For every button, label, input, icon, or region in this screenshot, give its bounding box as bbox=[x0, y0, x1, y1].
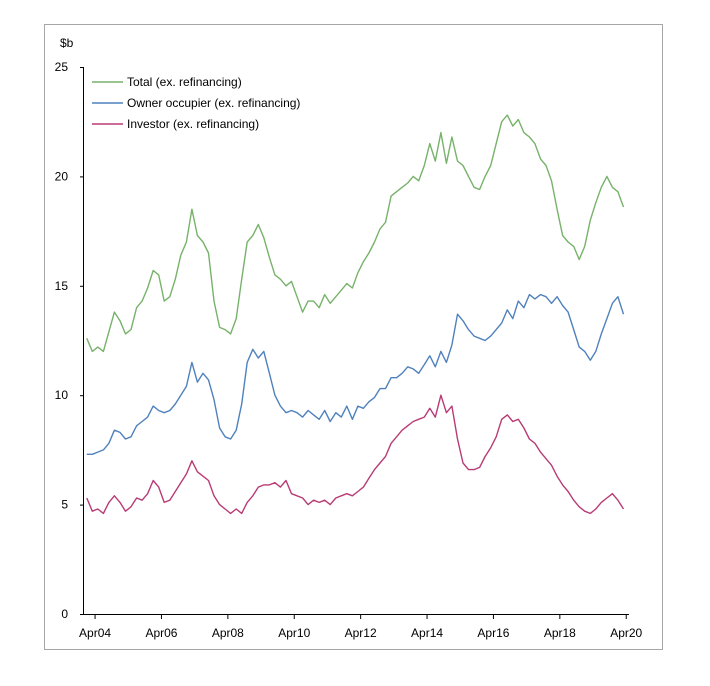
y-tick-label: 15 bbox=[55, 279, 69, 293]
y-axis-ticks: 0 5 10 15 20 25 bbox=[55, 60, 84, 621]
series-line-1 bbox=[86, 114, 625, 353]
x-tick-label: Apr20 bbox=[610, 626, 642, 640]
y-tick-label: 25 bbox=[55, 60, 69, 74]
x-tick-label: Apr12 bbox=[345, 626, 377, 640]
y-tick-label: 10 bbox=[55, 388, 69, 402]
series-lines bbox=[86, 114, 625, 515]
legend-label: Total (ex. refinancing) bbox=[127, 75, 242, 89]
x-tick-label: Apr08 bbox=[212, 626, 244, 640]
x-tick-label: Apr04 bbox=[79, 626, 111, 640]
x-tick-label: Apr06 bbox=[145, 626, 177, 640]
x-tick-label: Apr14 bbox=[411, 626, 443, 640]
x-tick-label: Apr16 bbox=[477, 626, 509, 640]
series-line-3 bbox=[86, 394, 625, 515]
y-tick-label: 5 bbox=[61, 498, 68, 512]
series-line-2 bbox=[86, 293, 625, 455]
y-axis-label: $b bbox=[60, 36, 74, 50]
x-axis-ticks: Apr04 Apr06 Apr08 Apr10 Apr12 Apr14 Apr16 Apr18… bbox=[79, 614, 643, 640]
y-tick-label: 0 bbox=[61, 607, 68, 621]
x-tick-label: Apr10 bbox=[278, 626, 310, 640]
chart-border bbox=[44, 24, 663, 650]
legend: Total (ex. refinancing) Owner occupier (e… bbox=[92, 75, 300, 131]
x-tick-label: Apr18 bbox=[544, 626, 576, 640]
legend-label: Investor (ex. refinancing) bbox=[127, 117, 259, 131]
y-tick-label: 20 bbox=[55, 169, 69, 183]
legend-label: Owner occupier (ex. refinancing) bbox=[127, 96, 300, 110]
